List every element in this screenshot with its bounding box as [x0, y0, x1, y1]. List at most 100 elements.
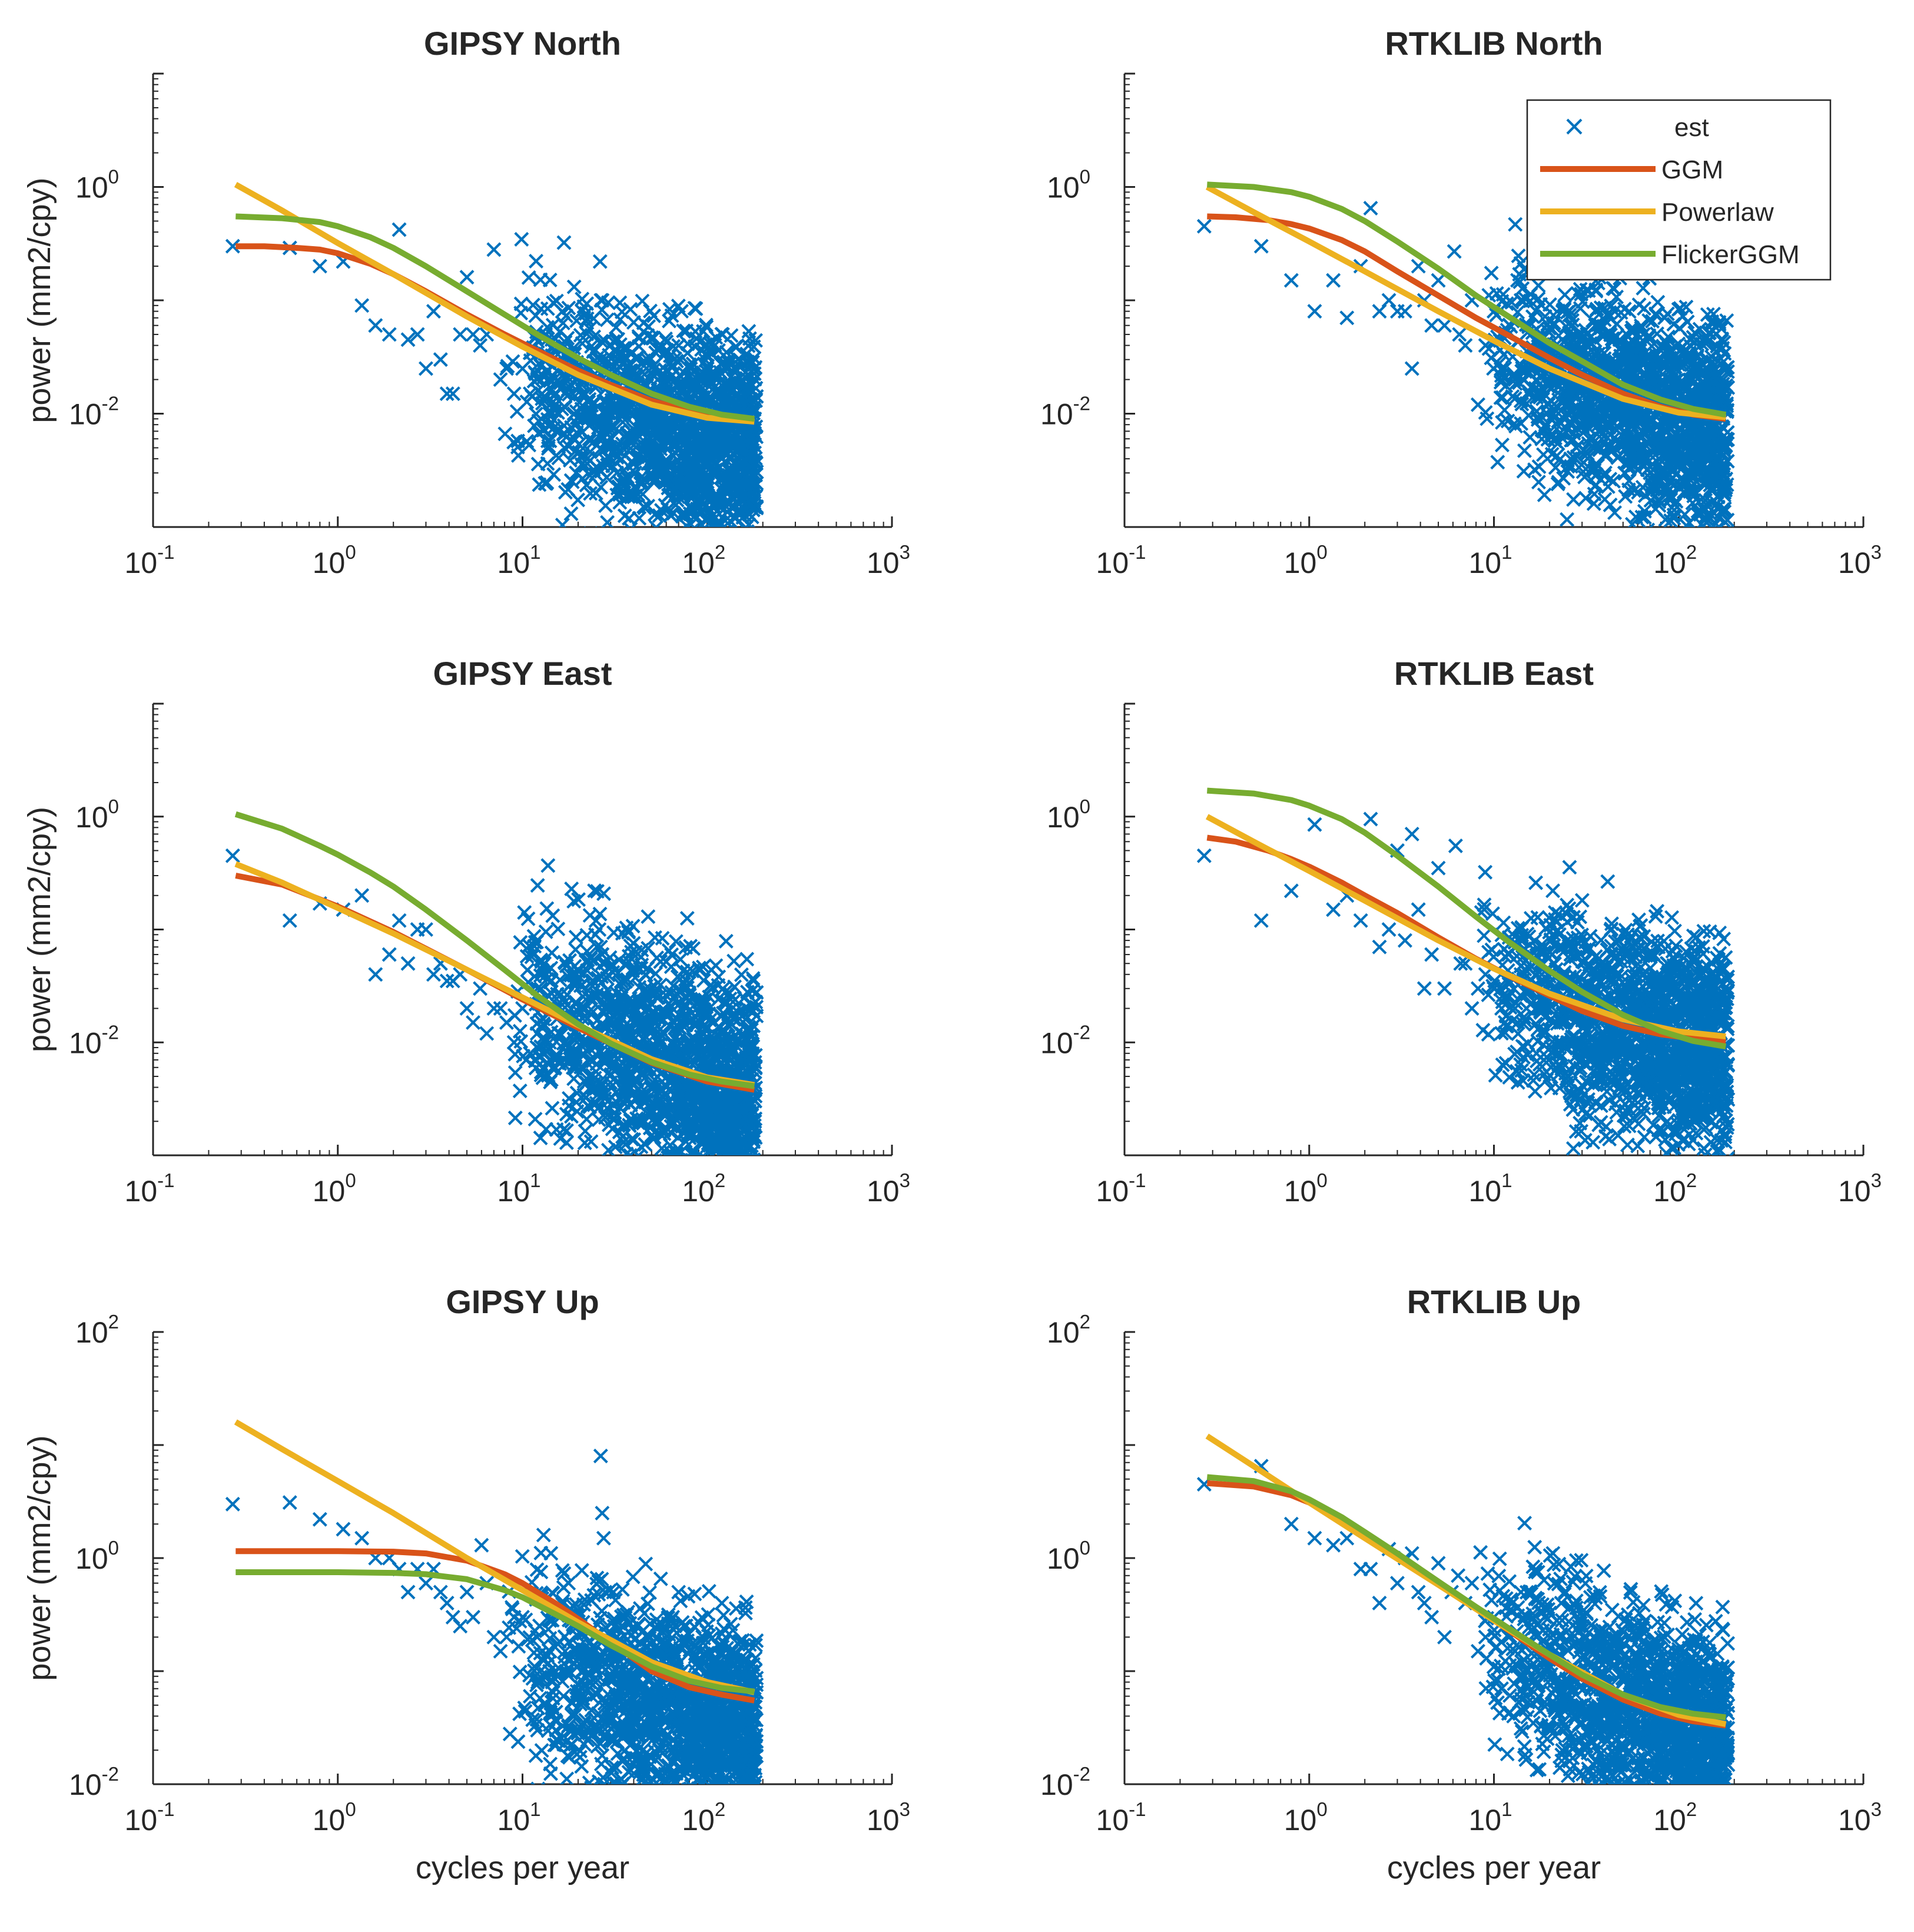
x-tick-label-exponent: 2: [715, 1169, 725, 1191]
est-marker: [671, 1141, 686, 1155]
y-tick-label-base: 10: [1040, 398, 1073, 431]
est-marker: [739, 952, 755, 967]
est-marker: [1574, 417, 1590, 432]
est-marker: [682, 440, 697, 455]
est-marker: [718, 933, 734, 949]
est-marker: [735, 1178, 748, 1191]
est-marker: [708, 958, 724, 973]
est-marker: [1283, 273, 1299, 288]
est-marker: [584, 339, 599, 354]
est-marker: [1605, 281, 1621, 296]
est-marker: [1548, 460, 1563, 475]
est-marker: [698, 374, 712, 389]
est-marker: [575, 1035, 590, 1050]
est-marker: [1587, 460, 1603, 475]
est-marker: [666, 546, 679, 559]
est-marker: [542, 406, 557, 421]
est-marker: [225, 848, 240, 863]
est-marker: [1671, 451, 1686, 466]
est-marker: [735, 561, 748, 574]
est-marker: [312, 259, 327, 274]
x-tick-label: 101: [497, 541, 541, 579]
est-marker: [1652, 436, 1667, 451]
est-marker: [1648, 475, 1664, 490]
est-marker: [682, 1050, 698, 1065]
est-marker: [523, 386, 538, 402]
x-axis-ticks: 10-1 100 101 102 103: [125, 1145, 910, 1208]
est-marker: [625, 463, 641, 479]
est-marker: [613, 1010, 629, 1026]
est-marker: [514, 231, 529, 247]
est-marker: [400, 956, 416, 971]
est-marker: [610, 1060, 625, 1075]
est-marker: [623, 938, 638, 953]
est-marker: [1586, 417, 1601, 433]
est-marker: [713, 1041, 728, 1056]
est-marker: [739, 1175, 752, 1188]
est-marker: [1547, 430, 1563, 446]
est-marker: [513, 934, 528, 950]
est-marker: [729, 1161, 742, 1174]
est-marker: [473, 981, 488, 996]
est-marker: [1549, 448, 1564, 463]
est-marker: [714, 1197, 727, 1210]
est-marker: [647, 930, 662, 945]
est-marker: [645, 411, 660, 426]
est-marker: [734, 505, 749, 520]
y-tick-label: 100: [75, 166, 119, 204]
est-marker: [741, 525, 756, 527]
y-tick-label-exponent: 0: [1080, 166, 1090, 188]
est-marker: [724, 1189, 737, 1202]
est-marker: [561, 300, 576, 316]
est-marker: [540, 858, 556, 873]
est-marker: [691, 465, 706, 480]
est-marker: [459, 1001, 475, 1016]
est-marker: [583, 951, 598, 966]
est-marker: [739, 1153, 754, 1155]
est-marker: [609, 1185, 622, 1198]
est-marker: [735, 1182, 748, 1195]
est-marker: [711, 992, 726, 1007]
y-tick-label: 10-2: [69, 1021, 119, 1059]
est-marker: [713, 364, 728, 380]
est-marker: [578, 1124, 593, 1139]
est-marker: [1714, 333, 1730, 349]
est-marker: [707, 499, 722, 515]
est-marker: [1714, 419, 1730, 434]
est-marker: [641, 353, 656, 369]
est-marker: [1670, 436, 1686, 452]
series-ggm: [1207, 213, 1726, 422]
est-marker: [588, 913, 603, 928]
est-marker: [1623, 451, 1638, 466]
est-marker: [453, 327, 468, 342]
est-marker: [718, 1219, 731, 1232]
x-tick-label: 10-1: [125, 1169, 175, 1208]
est-marker: [562, 1048, 577, 1063]
est-marker: [698, 1009, 714, 1024]
est-marker: [562, 1091, 577, 1106]
est-marker: [459, 270, 475, 285]
est-marker: [699, 337, 715, 353]
est-marker: [694, 1156, 706, 1169]
est-marker: [603, 1080, 618, 1095]
x-tick-label-base: 10: [313, 546, 346, 579]
legend-item-powerlaw: Powerlaw: [1540, 198, 1774, 227]
est-marker: [665, 1037, 681, 1052]
est-marker: [1686, 485, 1701, 501]
est-marker: [1557, 287, 1573, 303]
series-powerlaw: [234, 182, 755, 425]
est-marker: [723, 1002, 738, 1018]
est-marker: [1625, 320, 1640, 335]
est-marker: [595, 947, 610, 962]
est-marker: [696, 1052, 712, 1067]
est-marker: [1497, 402, 1512, 417]
est-marker: [525, 297, 540, 313]
est-marker: [749, 539, 762, 552]
est-marker: [1585, 395, 1600, 410]
est-marker: [1597, 346, 1612, 361]
est-marker: [656, 1154, 669, 1155]
est-marker: [601, 1142, 616, 1155]
est-marker: [529, 254, 544, 269]
x-tick-label: 100: [1284, 541, 1328, 579]
est-marker: [708, 516, 724, 527]
